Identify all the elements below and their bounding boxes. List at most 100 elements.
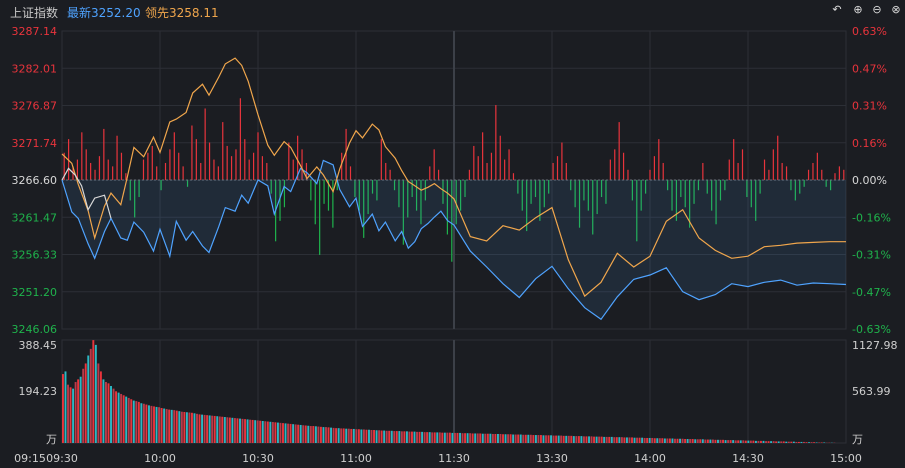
volume-bar	[400, 431, 403, 443]
breadth-bar	[675, 180, 678, 221]
volume-bar	[79, 376, 82, 443]
volume-bar	[137, 401, 140, 443]
volume-bar	[780, 441, 783, 443]
breadth-bar	[120, 152, 123, 180]
breadth-bar	[393, 180, 396, 191]
volume-bar	[347, 428, 350, 443]
volume-bar	[701, 439, 704, 443]
breadth-bar	[697, 180, 700, 191]
volume-bar	[681, 438, 684, 443]
volume-bar	[368, 429, 370, 443]
volume-bar	[115, 391, 118, 443]
volume-bar	[762, 440, 765, 443]
breadth-bar	[627, 169, 629, 180]
volume-bar	[820, 442, 823, 443]
volume-bar	[534, 435, 537, 443]
breadth-bar	[186, 180, 189, 187]
volume-bar	[165, 409, 168, 443]
volume-bar	[390, 430, 393, 443]
volume-bar	[433, 432, 436, 443]
volume-bar	[140, 403, 143, 443]
volume-bar	[456, 432, 459, 443]
volume-bar	[464, 433, 467, 443]
volume-bar	[815, 442, 818, 443]
volume-bar	[180, 411, 183, 443]
close-icon[interactable]: ⊗	[891, 3, 901, 16]
percent-tick-label: -0.16%	[852, 211, 891, 224]
volume-bar	[264, 421, 267, 443]
volume-bar	[529, 434, 532, 443]
volume-bar	[266, 421, 269, 443]
volume-bar	[582, 436, 585, 443]
breadth-bar	[561, 142, 563, 180]
volume-bar	[168, 409, 171, 443]
volume-bar	[332, 427, 335, 443]
volume-bar	[491, 433, 494, 443]
breadth-bar	[142, 159, 145, 180]
volume-bar	[362, 429, 365, 443]
latest-area	[62, 160, 846, 320]
breadth-bar	[473, 145, 475, 180]
volume-bar	[443, 432, 446, 443]
volume-bar	[322, 427, 325, 443]
volume-bar	[760, 440, 762, 443]
breadth-bar	[706, 180, 708, 194]
volume-bar	[256, 420, 259, 443]
volume-bar	[132, 400, 135, 443]
volume-bar	[125, 396, 128, 443]
volume-bar	[742, 440, 745, 443]
volume-bar	[598, 436, 601, 443]
percent-tick-label: 0.16%	[852, 137, 887, 150]
breadth-bar	[548, 180, 550, 194]
volume-bar	[699, 439, 702, 443]
breadth-bar	[252, 152, 255, 180]
volume-bar	[504, 434, 507, 443]
volume-bar	[787, 441, 790, 443]
breadth-bar	[98, 156, 101, 180]
volume-bar	[378, 430, 381, 443]
volume-bar	[509, 434, 512, 443]
volume-bar	[641, 437, 644, 443]
volume-bar	[196, 413, 198, 443]
volume-bar	[532, 435, 535, 443]
breadth-bar	[239, 98, 241, 180]
volume-bar	[221, 416, 224, 443]
breadth-bar	[363, 180, 365, 238]
volume-bar	[704, 439, 707, 443]
volume-bar	[613, 437, 616, 443]
volume-bar	[524, 434, 527, 443]
volume-bar	[249, 419, 252, 443]
volume-bar	[279, 422, 282, 443]
volume-bar	[747, 440, 750, 443]
breadth-bar	[442, 180, 444, 204]
breadth-bar	[508, 149, 510, 180]
breadth-bar	[741, 149, 744, 180]
volume-bar	[792, 441, 795, 443]
zoom-out-icon[interactable]: ⊖	[872, 3, 882, 16]
volume-bar	[259, 420, 262, 443]
volume-bar	[615, 437, 618, 443]
volume-bar	[593, 436, 596, 443]
volume-bar	[423, 432, 426, 443]
volume-right-tick-label: 万	[852, 433, 863, 446]
undo-icon[interactable]: ↶	[832, 3, 842, 16]
volume-bar	[239, 418, 241, 443]
breadth-bar	[609, 159, 611, 180]
zoom-in-icon[interactable]: ⊕	[853, 3, 863, 16]
volume-bar	[663, 438, 666, 443]
volume-bar	[661, 438, 664, 443]
time-tick-label: 11:30	[438, 452, 470, 465]
volume-bar	[567, 435, 570, 443]
volume-bar	[289, 423, 292, 443]
breadth-bar	[305, 162, 308, 180]
volume-bar	[709, 439, 712, 443]
volume-bar	[633, 437, 636, 443]
volume-bar	[97, 363, 100, 443]
volume-bar	[365, 429, 368, 443]
volume-right-tick-label: 1127.98	[852, 339, 898, 352]
time-tick-label: 10:00	[144, 452, 176, 465]
breadth-bar	[821, 169, 823, 180]
breadth-bar	[341, 152, 343, 180]
volume-bar	[241, 418, 244, 443]
